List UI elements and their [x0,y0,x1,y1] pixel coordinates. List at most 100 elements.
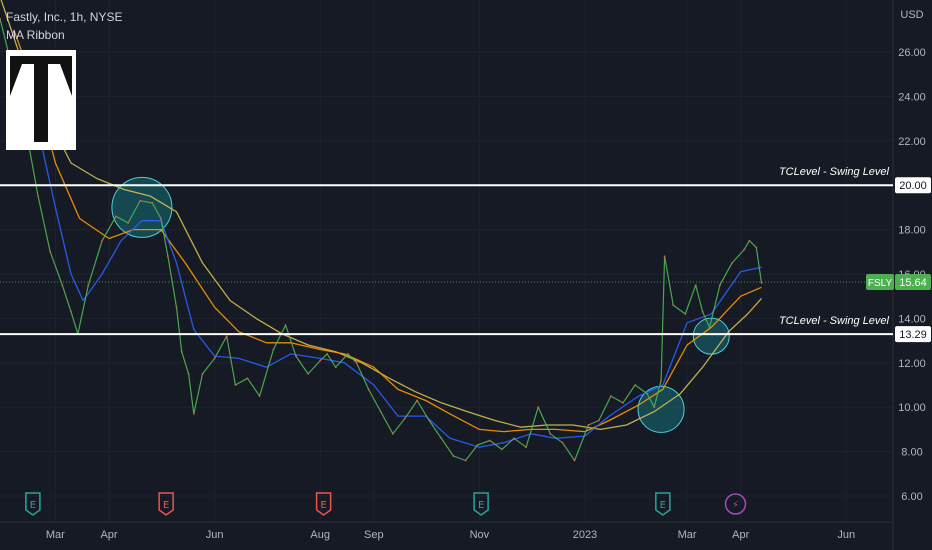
price-point [587,424,590,426]
price-point [464,459,467,462]
price-point [748,239,751,242]
price-point [367,388,370,391]
price-point [391,432,394,435]
price-point [355,361,358,364]
event-marker-glyph: E [478,500,484,511]
price-point [166,255,169,258]
price-point [37,195,39,198]
y-tick-label: 8.00 [901,447,922,459]
price-tag-value: 15.64 [899,277,927,289]
dividend-marker-icon[interactable]: ⚡ [724,493,747,515]
price-tag [895,273,931,290]
price-point [187,373,190,375]
price-point [755,246,758,249]
price-point [192,412,195,415]
x-tick-label: Mar [678,529,697,541]
price-point [561,441,564,444]
price-point [346,353,349,355]
ma-series-line [13,29,762,433]
price-point [663,255,666,258]
tc-logo-icon [6,50,76,150]
price-point [246,377,249,380]
y-tick-label: 14.00 [898,313,926,325]
earnings-marker-shape [315,492,332,516]
earnings-marker-shape [473,492,489,516]
swing-level-tag-text: 13.29 [899,329,927,341]
x-tick-label: Mar [46,529,65,541]
x-tick-label: 2023 [573,529,597,541]
swing-level-tag-text: 20.00 [899,180,927,192]
y-tick-label: 10.00 [898,402,926,414]
indicator-label: MA Ribbon [6,28,65,42]
price-point [404,417,406,420]
price-point [452,455,455,457]
price-point [646,392,649,395]
price-point [731,262,733,264]
price-point [225,335,228,338]
price-point [160,217,162,220]
price-point [115,215,117,218]
price-point [379,410,382,413]
price-point [175,306,178,309]
price-point [234,384,237,386]
price-point [295,355,297,358]
price-point [622,401,624,404]
earnings-marker-shape [158,492,174,516]
price-point [743,248,746,251]
event-marker-glyph: E [163,500,169,511]
y-tick-label: 26.00 [898,47,926,59]
price-point [525,446,528,449]
price-point [428,419,431,422]
price-point [653,406,656,409]
price-point [672,304,675,306]
price-point [701,310,704,313]
price-point [610,395,612,397]
price-point [694,284,697,286]
earnings-marker-icon[interactable]: E [158,492,174,516]
earnings-marker-icon[interactable]: E [25,492,41,516]
swing-level-tag [895,326,931,343]
price-point [213,357,216,360]
price-point [549,432,552,435]
earnings-marker-icon[interactable]: E [315,492,332,516]
price-point [708,326,711,329]
ma-series-line [0,0,762,431]
swing-level-label: TCLevel - Swing Level [779,166,890,178]
x-tick-label: Nov [470,529,490,541]
price-point [760,281,763,284]
price-point [151,202,154,204]
y-tick-label: 18.00 [898,225,926,237]
price-point [440,437,443,440]
x-tick-label: Jun [837,529,855,541]
price-point [272,348,275,351]
earnings-marker-icon[interactable]: E [473,492,489,516]
price-point [537,406,540,409]
currency-label: USD [900,9,923,21]
price-point [319,359,322,362]
y-tick-label: 6.00 [901,491,922,503]
earnings-marker-icon[interactable]: E [655,492,671,516]
x-tick-label: Apr [732,529,749,541]
earnings-marker-shape [25,492,41,516]
ticker-tag [866,273,894,290]
x-tick-label: Jun [206,529,224,541]
price-point [70,310,72,313]
price-point [326,353,328,355]
ma-series-line [13,51,762,448]
price-point [101,239,104,242]
price-point [500,448,503,451]
price-point [127,222,129,224]
price-point [660,379,662,382]
price-point [201,373,204,375]
event-marker-glyph: E [320,500,326,511]
price-point [573,459,576,462]
price-point [597,419,600,422]
x-tick-label: Aug [310,529,330,541]
ticker-tag-label: FSLY [868,278,893,289]
price-point [476,444,479,446]
price-point [334,366,337,369]
dividend-marker-shape [724,493,747,515]
price-point [513,437,515,440]
